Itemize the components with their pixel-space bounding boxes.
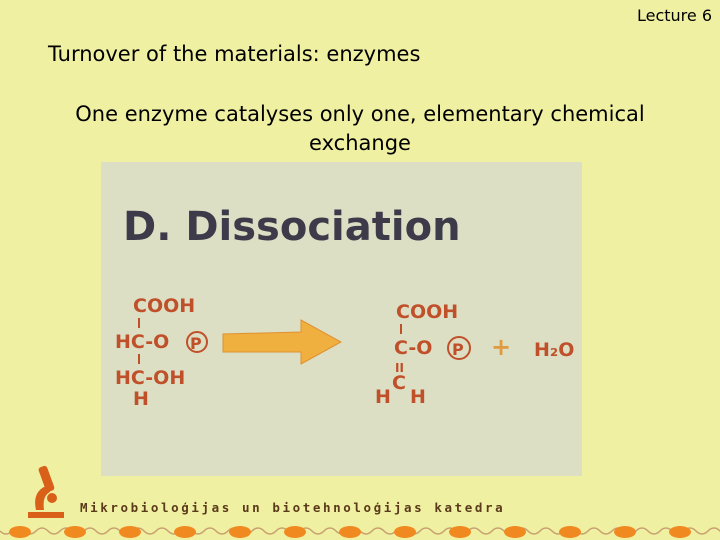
reaction-arrow xyxy=(222,319,343,365)
formula: H₂O xyxy=(534,339,574,361)
bead xyxy=(119,526,141,538)
formula: COOH xyxy=(396,301,458,323)
department-name: Mikrobioloģijas un biotehnoloģijas kated… xyxy=(80,500,506,515)
bead xyxy=(394,526,416,538)
formula: P xyxy=(190,334,202,353)
formula: C-O xyxy=(394,337,432,359)
bead xyxy=(449,526,471,538)
formula: C xyxy=(392,372,406,394)
bead xyxy=(614,526,636,538)
formula: HC-O xyxy=(115,331,169,353)
lecture-label: Lecture 6 xyxy=(636,6,712,25)
right-molecule: COOH C-O P II C H H + H₂O xyxy=(375,301,574,408)
figure-heading: D. Dissociation xyxy=(123,204,461,250)
formula: P xyxy=(452,340,464,359)
reaction-figure: D. Dissociation COOH HC-O P HC-OH H COOH… xyxy=(101,162,582,476)
slide-subtitle: One enzyme catalyses only one, elementar… xyxy=(75,102,645,155)
bead xyxy=(504,526,526,538)
bead-chain xyxy=(0,526,720,538)
formula: HC-OH xyxy=(115,367,185,389)
bead xyxy=(64,526,86,538)
phosphate-circle xyxy=(186,331,208,353)
formula: H xyxy=(133,388,149,410)
phosphate-circle xyxy=(447,336,471,360)
bead xyxy=(229,526,251,538)
plus-sign: + xyxy=(491,333,511,361)
formula: COOH xyxy=(133,295,195,317)
bead xyxy=(559,526,581,538)
bead xyxy=(284,526,306,538)
formula: H xyxy=(375,386,391,408)
bead xyxy=(174,526,196,538)
left-molecule: COOH HC-O P HC-OH H xyxy=(115,295,208,410)
figure-background xyxy=(101,162,582,476)
bead xyxy=(339,526,361,538)
microscope-logo xyxy=(28,465,64,518)
bead xyxy=(9,526,31,538)
slide-title: Turnover of the materials: enzymes xyxy=(48,42,421,66)
bead xyxy=(669,526,691,538)
formula: H xyxy=(410,386,426,408)
formula: II xyxy=(395,361,404,375)
